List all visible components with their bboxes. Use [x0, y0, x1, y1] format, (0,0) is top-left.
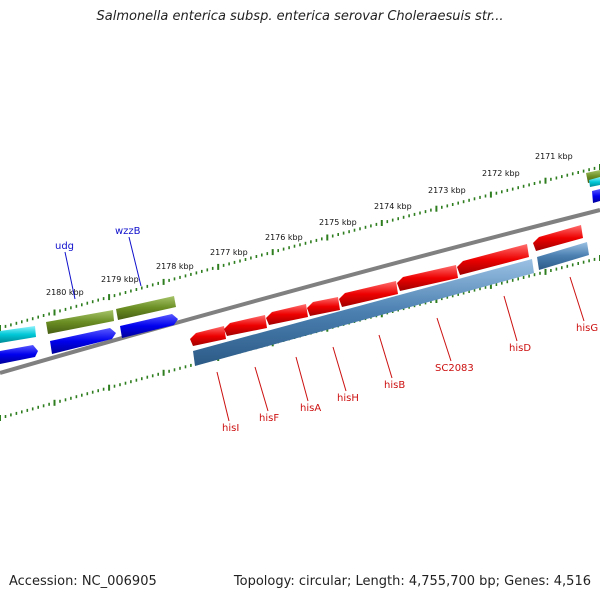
scale-label-2175: 2175 kbp: [319, 218, 357, 227]
scale-ticks-outer: [0, 164, 600, 331]
scale-label-2171: 2171 kbp: [535, 152, 573, 161]
forward-cds-row: [0, 189, 600, 364]
reverse-cds-hisG[interactable]: [533, 225, 583, 251]
genome-backbone: [0, 208, 600, 375]
cyan-feature-right[interactable]: [589, 177, 600, 187]
leader-SC2083: [436, 317, 452, 362]
forward-cds-udg[interactable]: [50, 328, 116, 354]
olive-feature-wzzB[interactable]: [116, 296, 176, 320]
leader-wzzB: [128, 236, 142, 287]
reverse-cds-hisB[interactable]: [339, 281, 398, 307]
scale-label-2177: 2177 kbp: [210, 248, 248, 257]
olive-feature-udg[interactable]: [46, 310, 114, 334]
gene-label-hisA[interactable]: hisA: [300, 403, 321, 414]
forward-cds-right[interactable]: [592, 189, 600, 203]
scale-label-2178: 2178 kbp: [156, 262, 194, 271]
scale-labels: 2171 kbp 2172 kbp 2173 kbp 2174 kbp 2175…: [46, 152, 573, 297]
leader-hisG: [569, 276, 585, 322]
genome-summary-text: Topology: circular; Length: 4,755,700 bp…: [233, 574, 591, 589]
leader-hisA: [295, 356, 309, 402]
forward-cds-wzzB[interactable]: [120, 314, 178, 338]
scale-label-2176: 2176 kbp: [265, 233, 303, 242]
accession-text: Accession: NC_006905: [9, 574, 157, 589]
operon-bar-main[interactable]: [193, 259, 534, 366]
scale-label-2172: 2172 kbp: [482, 169, 520, 178]
leader-hisH: [332, 346, 347, 392]
scale-label-2174: 2174 kbp: [374, 202, 412, 211]
gene-labels-top: udg wzzB: [55, 226, 141, 252]
gene-label-wzzB[interactable]: wzzB: [115, 226, 141, 237]
reverse-cds-hisF[interactable]: [224, 315, 267, 336]
gene-label-hisF[interactable]: hisF: [259, 413, 279, 424]
gene-label-hisB[interactable]: hisB: [384, 380, 405, 391]
leader-hisB: [378, 334, 393, 379]
gene-label-SC2083[interactable]: SC2083: [435, 363, 474, 374]
operon-row: [193, 242, 589, 366]
forward-cds-left[interactable]: [0, 345, 38, 364]
scale-label-2179: 2179 kbp: [101, 275, 139, 284]
upper-feature-row: [0, 170, 600, 343]
leader-udg: [64, 251, 76, 300]
gene-label-hisG[interactable]: hisG: [576, 323, 598, 334]
reverse-cds-row: [190, 225, 583, 346]
leader-hisI: [216, 371, 230, 422]
operon-bar-right[interactable]: [537, 242, 589, 270]
gene-label-hisH[interactable]: hisH: [337, 393, 359, 404]
reverse-cds-hisD[interactable]: [457, 244, 529, 275]
reverse-cds-hisA[interactable]: [266, 304, 308, 325]
leader-hisD: [503, 295, 518, 342]
gene-label-hisD[interactable]: hisD: [509, 343, 531, 354]
map-title: Salmonella enterica subsp. enterica sero…: [96, 9, 504, 24]
cyan-feature[interactable]: [0, 326, 36, 343]
scale-label-2180: 2180 kbp: [46, 288, 84, 297]
gene-label-hisI[interactable]: hisI: [222, 423, 239, 434]
gene-labels-bottom: hisI hisF hisA hisH hisB SC2083 hisD his…: [222, 323, 598, 434]
scale-label-2173: 2173 kbp: [428, 186, 466, 195]
reverse-cds-SC2083[interactable]: [397, 265, 458, 291]
reverse-cds-hisH[interactable]: [307, 297, 340, 316]
reverse-cds-hisI[interactable]: [190, 326, 226, 346]
leader-hisF: [254, 366, 269, 412]
label-leaders: [64, 236, 585, 422]
gene-label-udg[interactable]: udg: [55, 241, 74, 252]
